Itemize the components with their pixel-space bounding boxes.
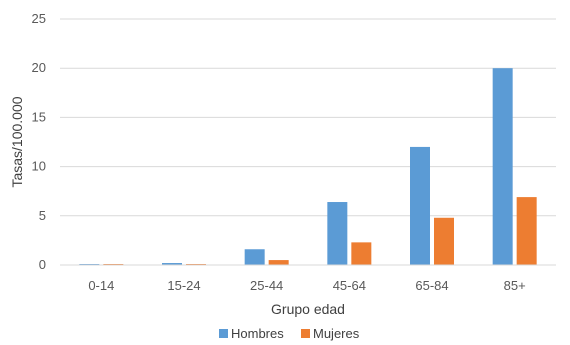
bars — [79, 68, 537, 265]
bar-mujeres-65-84 — [434, 217, 454, 265]
bar-mujeres-45-64 — [351, 242, 372, 265]
y-axis-ticks: 0 5 10 15 20 25 — [32, 11, 46, 272]
y-tick-label: 20 — [32, 60, 46, 75]
x-tick-label: 65-84 — [415, 278, 448, 293]
x-axis-ticks: 0-14 15-24 25-44 45-64 65-84 85+ — [88, 278, 525, 293]
x-axis-title: Grupo edad — [271, 301, 345, 317]
bar-hombres-45-64 — [327, 202, 348, 265]
y-axis-title: Tasas/100.000 — [9, 96, 25, 187]
bar-hombres-25-44 — [244, 249, 265, 265]
y-tick-label: 15 — [32, 109, 46, 124]
x-tick-label: 85+ — [504, 278, 526, 293]
y-tick-label: 10 — [32, 159, 46, 174]
y-tick-label: 25 — [32, 11, 46, 26]
bar-mujeres-85+ — [516, 197, 537, 265]
bar-hombres-15-24 — [162, 263, 182, 265]
x-tick-label: 25-44 — [250, 278, 283, 293]
y-tick-label: 5 — [39, 208, 46, 223]
gridlines — [60, 18, 556, 217]
x-tick-label: 0-14 — [88, 278, 114, 293]
legend-swatch-hombres — [219, 329, 228, 338]
y-tick-label: 0 — [39, 257, 46, 272]
bar-mujeres-25-44 — [268, 260, 289, 265]
legend: Hombres Mujeres — [219, 326, 360, 341]
legend-swatch-mujeres — [301, 329, 310, 338]
legend-label-mujeres: Mujeres — [313, 326, 360, 341]
x-tick-label: 15-24 — [167, 278, 200, 293]
x-tick-label: 45-64 — [333, 278, 366, 293]
legend-label-hombres: Hombres — [231, 326, 284, 341]
bar-hombres-65-84 — [410, 146, 430, 265]
bar-hombres-85+ — [492, 68, 513, 265]
